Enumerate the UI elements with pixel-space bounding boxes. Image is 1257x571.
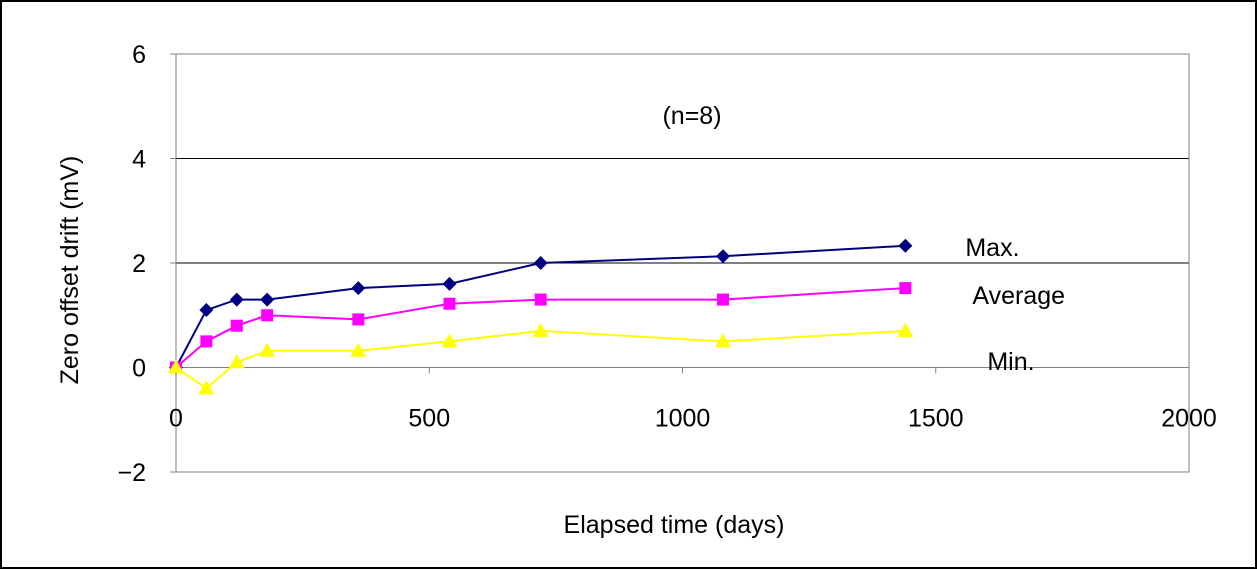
data-point-diamond bbox=[229, 292, 244, 307]
x-axis-title: Elapsed time (days) bbox=[564, 511, 785, 539]
data-point-diamond bbox=[716, 249, 731, 264]
data-point-triangle bbox=[532, 322, 549, 337]
data-point-triangle bbox=[897, 322, 914, 337]
data-point-diamond bbox=[199, 303, 214, 318]
data-point-square bbox=[899, 282, 912, 295]
series-label: Min. bbox=[987, 348, 1034, 376]
y-axis-ticks: −2 0 2 4 6 bbox=[117, 41, 176, 487]
data-point-triangle bbox=[259, 342, 276, 357]
x-tick-label: 1000 bbox=[655, 405, 711, 433]
series-label: Max. bbox=[965, 234, 1019, 262]
series-max: Max. bbox=[169, 234, 1020, 375]
data-point-triangle bbox=[228, 354, 245, 369]
data-point-square bbox=[230, 319, 243, 332]
data-point-triangle bbox=[198, 380, 215, 395]
x-tick-label: 0 bbox=[169, 405, 183, 433]
data-point-triangle bbox=[441, 333, 458, 348]
data-point-square bbox=[261, 309, 274, 322]
data-point-square bbox=[717, 293, 730, 306]
series-label: Average bbox=[972, 282, 1065, 310]
y-axis-title: Zero offset drift (mV) bbox=[56, 156, 84, 385]
y-tick-label: −2 bbox=[117, 459, 146, 487]
data-point-diamond bbox=[260, 292, 275, 307]
series-line bbox=[175, 329, 906, 390]
data-point-square bbox=[352, 313, 365, 326]
gridlines bbox=[176, 158, 1189, 368]
data-point-diamond bbox=[351, 281, 366, 296]
y-tick-label: 6 bbox=[132, 41, 146, 69]
series-average: Average bbox=[170, 282, 1065, 374]
data-point-diamond bbox=[898, 238, 913, 253]
x-tick-label: 500 bbox=[408, 405, 450, 433]
data-point-triangle bbox=[168, 359, 184, 374]
x-tick-label: 2000 bbox=[1161, 405, 1217, 433]
y-tick-label: 2 bbox=[132, 250, 146, 278]
data-point-diamond bbox=[533, 256, 548, 270]
series-group: Max. Average Min. bbox=[168, 234, 1065, 395]
data-point-diamond bbox=[442, 276, 457, 291]
data-point-square bbox=[443, 297, 456, 310]
sample-size-annotation: (n=8) bbox=[662, 102, 721, 130]
y-tick-label: 0 bbox=[132, 355, 146, 383]
x-axis-ticks: 0 500 1000 1500 2000 bbox=[169, 367, 1217, 433]
x-tick-label: 1500 bbox=[908, 405, 964, 433]
data-point-square bbox=[200, 335, 213, 348]
data-point-triangle bbox=[350, 342, 367, 357]
data-point-triangle bbox=[715, 333, 732, 348]
y-tick-label: 4 bbox=[132, 146, 146, 174]
series-min: Min. bbox=[168, 322, 1035, 395]
data-point-square bbox=[534, 293, 547, 306]
